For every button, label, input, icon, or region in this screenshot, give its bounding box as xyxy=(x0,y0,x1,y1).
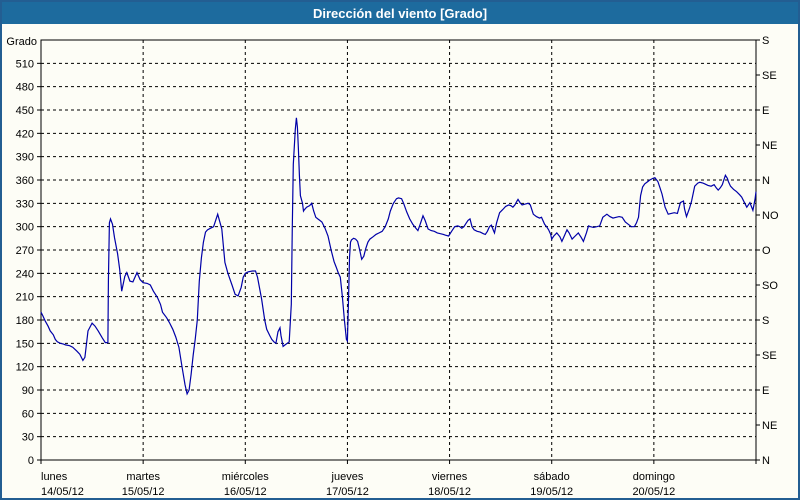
y-axis-tick-label: 270 xyxy=(16,245,34,257)
y-axis-tick-label: 60 xyxy=(22,408,34,420)
compass-tick-label: SE xyxy=(762,70,777,82)
compass-tick-label: NE xyxy=(762,420,777,432)
y-axis-tick-label: 240 xyxy=(16,268,34,280)
date-label: 20/05/12 xyxy=(632,486,675,498)
compass-tick-label: E xyxy=(762,385,769,397)
date-label: 16/05/12 xyxy=(224,486,267,498)
y-axis-tick-label: 300 xyxy=(16,222,34,234)
chart-region: 0 30 60 90 120 150 180 210 240 270 300 330 360 390 420… xyxy=(2,24,798,498)
compass-tick-label: NE xyxy=(762,140,777,152)
y-axis-tick-label: 90 xyxy=(22,385,34,397)
compass-tick-label: NO xyxy=(762,210,779,222)
compass-tick-label: SO xyxy=(762,280,778,292)
y-axis-tick-label: 330 xyxy=(16,198,34,210)
y-axis-tick-label: 150 xyxy=(16,338,34,350)
compass-tick-label: N xyxy=(762,175,770,187)
date-label: 14/05/12 xyxy=(41,486,84,498)
day-label: miércoles xyxy=(222,471,270,483)
y-axis-tick-label: 360 xyxy=(16,175,34,187)
y-axis-title: Grado xyxy=(6,36,37,48)
compass-tick-label: SE xyxy=(762,350,777,362)
chart-title: Dirección del viento [Grado] xyxy=(312,5,488,21)
y-axis-tick-label: 30 xyxy=(22,432,34,444)
y-axis-tick-label: 120 xyxy=(16,362,34,374)
date-label: 15/05/12 xyxy=(122,486,165,498)
compass-tick-label: O xyxy=(762,245,771,257)
day-label: martes xyxy=(126,471,160,483)
date-label: 17/05/12 xyxy=(326,486,369,498)
y-axis-tick-label: 180 xyxy=(16,315,34,327)
day-label: viernes xyxy=(432,471,468,483)
y-axis-tick-label: 420 xyxy=(16,128,34,140)
y-axis-tick-label: 0 xyxy=(28,455,34,467)
y-axis-tick-label: 510 xyxy=(16,58,34,70)
compass-tick-label: S xyxy=(762,315,769,327)
wind-direction-line xyxy=(40,117,757,396)
day-label: lunes xyxy=(41,471,68,483)
date-label: 19/05/12 xyxy=(530,486,573,498)
compass-tick-label: N xyxy=(762,455,770,467)
day-label: domingo xyxy=(633,471,675,483)
wind-direction-chart: 0 30 60 90 120 150 180 210 240 270 300 330 360 390 420… xyxy=(6,35,779,498)
day-label: sábado xyxy=(534,471,570,483)
title-bar: Dirección del viento [Grado] xyxy=(2,2,798,24)
day-label: jueves xyxy=(331,471,364,483)
plot-border xyxy=(40,39,757,461)
y-axis-tick-label: 450 xyxy=(16,105,34,117)
date-label: 18/05/12 xyxy=(428,486,471,498)
y-axis-tick-label: 390 xyxy=(16,152,34,164)
compass-tick-label: E xyxy=(762,105,769,117)
compass-tick-label: S xyxy=(762,35,769,47)
y-axis-tick-label: 210 xyxy=(16,292,34,304)
y-axis-tick-label: 480 xyxy=(16,82,34,94)
